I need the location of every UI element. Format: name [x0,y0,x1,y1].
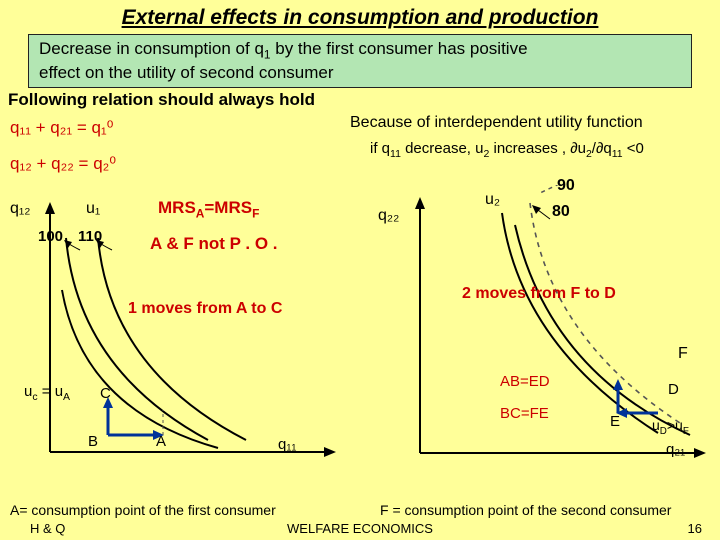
ifdec-a: if q [370,140,390,157]
bcfe: BC=FE [500,405,549,422]
summary-box: Decrease in consumption of q1 by the fir… [28,34,692,88]
ifdec-e: <0 [623,140,644,157]
footer-right: F = consumption point of the second cons… [380,502,671,518]
ifdec-sub1: 11 [390,148,401,160]
ifdec-sub4: 11 [612,148,623,160]
greenbox-text-1: Decrease in consumption of q [39,39,264,58]
mrsf-sub: F [252,206,259,220]
ifdec-b: decrease, u [401,140,484,157]
moves2: 2 moves from F to D [462,285,616,303]
q12-label: q₁₂ [10,200,31,218]
v100: 100 [38,228,63,245]
ifdec-d: /∂q [592,140,612,157]
ud-gt-uf: uD>uF [652,417,689,437]
B-label: B [88,433,98,450]
ifdec-c: increases , ∂u [489,140,586,157]
v80: 80 [552,203,570,221]
page-title: External effects in consumption and prod… [0,0,720,30]
greenbox-text-2: effect on the utility of second consumer [39,63,334,82]
E-label: E [610,413,620,430]
page-number: 16 [688,521,702,536]
greenbox-sub: 1 [264,47,271,61]
u1-label: u₁ [86,200,100,218]
q21-label: q₂₁ [666,441,685,458]
ifdec-text: if q11 decrease, u2 increases , ∂u2/∂q11… [370,140,644,160]
mrsa-text: MRS [158,198,196,217]
ud-sub: D [660,426,667,437]
v90: 90 [557,177,575,195]
uc-eq-ua: uc = uA [24,383,70,403]
ud-u: u [652,417,660,433]
mrsa-eq-mid: =MRS [204,198,252,217]
moves1: 1 moves from A to C [128,300,282,318]
welfare-label: WELFARE ECONOMICS [0,521,720,536]
left-diagram: q₁₂ u₁ 100 110 MRS A =MRSF A & F not P . O… [8,190,353,480]
relation-hold-text: Following relation should always hold [8,90,720,110]
footer-left: A= consumption point of the first consum… [10,502,276,518]
v110: 110 [78,228,102,245]
C-label: C [100,385,111,402]
F-label: F [678,345,688,363]
q22-label: q₂₂ [378,207,399,225]
abed: AB=ED [500,373,550,390]
greenbox-text-1b: by the first consumer has positive [271,39,528,58]
A-label: A [156,433,166,450]
because-text: Because of interdependent utility functi… [350,114,643,132]
afnotpo: A & F not P . O . [150,234,278,254]
right-diagram: q₂₂ u₂ 90 80 2 moves from F to D AB=ED B… [400,185,712,480]
u2-label: u₂ [485,191,500,209]
uc-eq: = u [38,383,63,400]
mrsa-eq: MRSA=MRSF [158,198,259,220]
ud-gt: >u [667,417,683,433]
uf-sub: F [683,426,689,437]
q11-label: q₁₁ [278,436,296,453]
ua-sub: A [63,391,70,403]
D-label: D [668,381,679,398]
